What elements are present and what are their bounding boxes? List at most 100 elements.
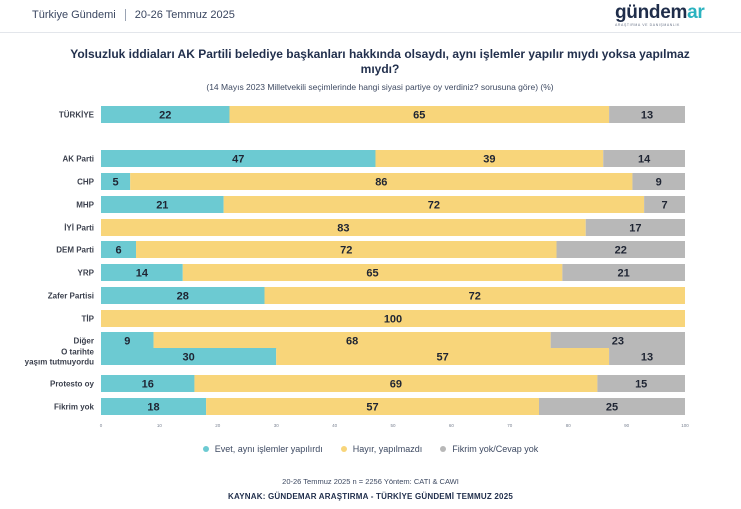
bar-dem-parti-undecided — [556, 241, 685, 258]
data-label-iyi-parti-undecided: 17 — [629, 223, 641, 235]
x-tick-label: 30 — [274, 423, 280, 428]
data-label-dem-parti-undecided: 22 — [615, 245, 627, 257]
legend-label-yes: Evet, aynı işlemler yapılırdı — [214, 444, 323, 454]
x-tick-label: 10 — [157, 423, 163, 428]
data-label-turkiye-no: 65 — [413, 110, 425, 122]
legend-swatch-undecided — [440, 446, 447, 452]
bar-protesto-oy-undecided — [597, 375, 685, 392]
logo-word-accent: ar — [687, 2, 705, 23]
bar-diger-undecided — [550, 332, 685, 349]
chart-legend: Evet, aynı işlemler yapılırdı Hayır, yap… — [0, 444, 741, 454]
data-label-diger-yes: 9 — [124, 336, 130, 348]
data-label-ak-parti-no: 39 — [483, 154, 495, 166]
header-left: Türkiye Gündemi 20-26 Temmuz 2025 — [32, 9, 235, 21]
data-label-mhp-yes: 21 — [156, 200, 168, 212]
category-label-fikrim-yok: Fikrim yok — [54, 403, 95, 412]
data-label-mhp-undecided: 7 — [661, 200, 667, 212]
header-bar: Türkiye Gündemi 20-26 Temmuz 2025 gündem… — [0, 0, 741, 30]
x-tick-label: 0 — [100, 423, 103, 428]
bar-fikrim-yok-undecided — [539, 398, 685, 415]
bar-fikrim-yok-yes — [101, 398, 207, 415]
data-label-diger-no: 68 — [346, 336, 358, 348]
data-label-zafer-partisi-yes: 28 — [177, 291, 189, 303]
bar-tip-no — [101, 310, 685, 327]
data-label-o-tarihte-yasim-tutmuyordu-no: 57 — [437, 352, 449, 364]
bar-yrp-yes — [101, 264, 183, 281]
data-label-diger-undecided: 23 — [612, 336, 624, 348]
bar-diger-no — [153, 332, 551, 349]
bar-o-tarihte-yasim-tutmuyordu-yes — [101, 348, 277, 365]
bar-protesto-oy-no — [194, 375, 598, 392]
x-tick-label: 90 — [624, 423, 630, 428]
header-dates: 20-26 Temmuz 2025 — [134, 9, 235, 21]
bar-o-tarihte-yasim-tutmuyordu-no — [276, 348, 610, 365]
category-label-tip: TİP — [82, 315, 95, 324]
category-label-dem-parti: DEM Parti — [56, 246, 94, 255]
logo-word: gündem — [615, 2, 688, 23]
category-label-yrp: YRP — [78, 269, 95, 278]
source-note: KAYNAK: GÜNDEMAR ARAŞTIRMA - TÜRKİYE GÜN… — [228, 492, 513, 501]
category-label-turkiye: TÜRKİYE — [59, 111, 95, 120]
x-tick-label: 60 — [449, 423, 455, 428]
bar-zafer-partisi-yes — [101, 287, 265, 304]
bar-iyi-parti-undecided — [585, 219, 685, 236]
bar-ak-parti-yes — [101, 150, 376, 167]
header-divider — [0, 32, 741, 33]
data-label-o-tarihte-yasim-tutmuyordu-undecided: 13 — [641, 352, 653, 364]
legend-swatch-no — [340, 446, 347, 452]
bar-mhp-undecided — [644, 196, 685, 213]
legend-swatch-yes — [202, 446, 209, 452]
bar-chp-undecided — [632, 173, 685, 190]
data-label-iyi-parti-no: 83 — [337, 223, 349, 235]
bar-chp-no — [130, 173, 633, 190]
category-label-protesto-oy: Protesto oy — [50, 380, 95, 389]
data-label-turkiye-undecided: 13 — [641, 110, 653, 122]
bar-iyi-parti-no — [101, 219, 586, 236]
category-label-chp: CHP — [77, 178, 95, 187]
bar-yrp-no — [182, 264, 563, 281]
bar-o-tarihte-yasim-tutmuyordu-undecided — [609, 348, 685, 365]
gundemar-logo: gündemar ARAŞTIRMA VE DANIŞMANLIK — [615, 2, 720, 28]
bar-ak-parti-undecided — [603, 150, 685, 167]
bar-turkiye-undecided — [609, 106, 685, 123]
category-label-zafer-partisi: Zafer Partisi — [48, 292, 94, 301]
x-tick-label: 20 — [215, 423, 221, 428]
bar-dem-parti-yes — [101, 241, 137, 258]
data-label-chp-no: 86 — [375, 177, 387, 189]
data-label-yrp-no: 65 — [366, 268, 378, 280]
legend-label-undecided: Fikrim yok/Cevap yok — [452, 444, 539, 454]
category-label-diger: Diğer — [74, 337, 94, 346]
category-label-ak-parti: AK Parti — [62, 155, 94, 164]
data-label-fikrim-yok-yes: 18 — [147, 402, 159, 414]
bar-protesto-oy-yes — [101, 375, 195, 392]
data-label-chp-yes: 5 — [113, 177, 119, 189]
data-label-yrp-undecided: 21 — [618, 268, 630, 280]
bar-mhp-yes — [101, 196, 224, 213]
chart-subtitle: (14 Mayıs 2023 Milletvekili seçimlerinde… — [206, 82, 554, 92]
survey-meta: 20-26 Temmuz 2025 n = 2256 Yöntem: CATI … — [282, 477, 459, 486]
data-label-o-tarihte-yasim-tutmuyordu-yes: 30 — [182, 352, 194, 364]
data-label-protesto-oy-yes: 16 — [142, 379, 154, 391]
data-label-fikrim-yok-no: 57 — [366, 402, 378, 414]
legend-item-yes: Evet, aynı işlemler yapılırdı — [202, 444, 323, 454]
bar-yrp-undecided — [562, 264, 685, 281]
bar-diger-yes — [101, 332, 154, 349]
data-label-yrp-yes: 14 — [136, 268, 149, 280]
data-label-fikrim-yok-undecided: 25 — [606, 402, 618, 414]
data-label-protesto-oy-no: 69 — [390, 379, 402, 391]
data-label-turkiye-yes: 22 — [159, 110, 171, 122]
logo-tagline: ARAŞTIRMA VE DANIŞMANLIK — [615, 23, 680, 27]
category-label-o-tarihte-yasim-tutmuyordu: O tarihte yaşım tutmuyordu — [25, 348, 95, 367]
bar-dem-parti-no — [136, 241, 557, 258]
data-label-tip-no: 100 — [384, 314, 402, 326]
x-tick-label: 100 — [681, 423, 689, 428]
data-label-chp-undecided: 9 — [656, 177, 662, 189]
section-title: Türkiye Gündemi — [32, 9, 116, 21]
category-label-mhp: MHP — [76, 201, 94, 210]
data-label-ak-parti-yes: 47 — [232, 154, 244, 166]
bar-turkiye-yes — [101, 106, 230, 123]
data-label-dem-parti-yes: 6 — [115, 245, 121, 257]
category-label-iyi-parti: İYİ Parti — [64, 224, 94, 233]
x-tick-label: 50 — [390, 423, 396, 428]
